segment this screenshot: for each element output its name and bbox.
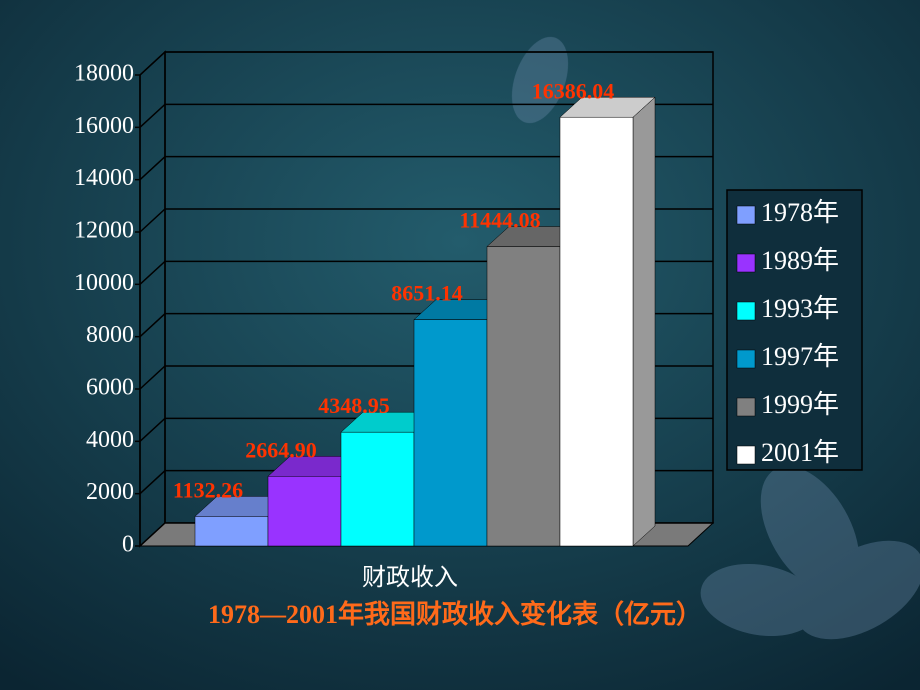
legend-swatch [736, 349, 756, 369]
value-label: 8651.14 [391, 281, 463, 306]
legend-label: 1999年 [761, 390, 839, 419]
decoration [511, 36, 920, 640]
legend-label: 1978年 [761, 198, 839, 227]
chart-title: 1978—2001年我国财政收入变化表（亿元） [208, 599, 702, 629]
y-tick-label: 8000 [86, 322, 134, 348]
y-tick-label: 12000 [74, 218, 134, 244]
legend-label: 1989年 [761, 246, 839, 275]
bar-side [632, 96, 656, 547]
grid-line [139, 51, 713, 76]
grid-line [139, 155, 713, 181]
legend-swatch [736, 397, 756, 417]
y-tick-label: 16000 [74, 113, 134, 139]
y-tick-label: 14000 [74, 165, 134, 191]
legend-swatch [736, 445, 756, 465]
bar [194, 516, 269, 547]
y-tick-label: 4000 [86, 427, 134, 453]
y-tick-label: 6000 [86, 375, 134, 401]
grid-line [139, 103, 713, 128]
y-tick-label: 10000 [74, 270, 134, 296]
value-label: 16386.04 [532, 78, 615, 103]
bar [267, 476, 342, 547]
y-tick-label: 2000 [86, 479, 134, 505]
bar [559, 116, 634, 547]
legend-swatch [736, 205, 756, 225]
bar [413, 319, 488, 547]
legend-label: 1993年 [761, 294, 839, 323]
value-label: 4348.95 [318, 393, 390, 418]
grid-line [139, 208, 713, 233]
value-label: 2664.90 [245, 437, 317, 462]
bar [340, 431, 415, 547]
bar [486, 246, 561, 547]
x-category-label: 财政收入 [362, 563, 458, 591]
legend-swatch [736, 253, 756, 273]
y-tick-label: 18000 [74, 61, 134, 87]
value-label: 1132.26 [173, 477, 243, 502]
legend-label: 2001年 [761, 438, 839, 467]
value-label: 11444.08 [459, 208, 540, 233]
y-tick-label: 0 [122, 532, 134, 558]
legend-label: 1997年 [761, 342, 839, 371]
legend-box [726, 189, 863, 471]
legend-swatch [736, 301, 756, 321]
